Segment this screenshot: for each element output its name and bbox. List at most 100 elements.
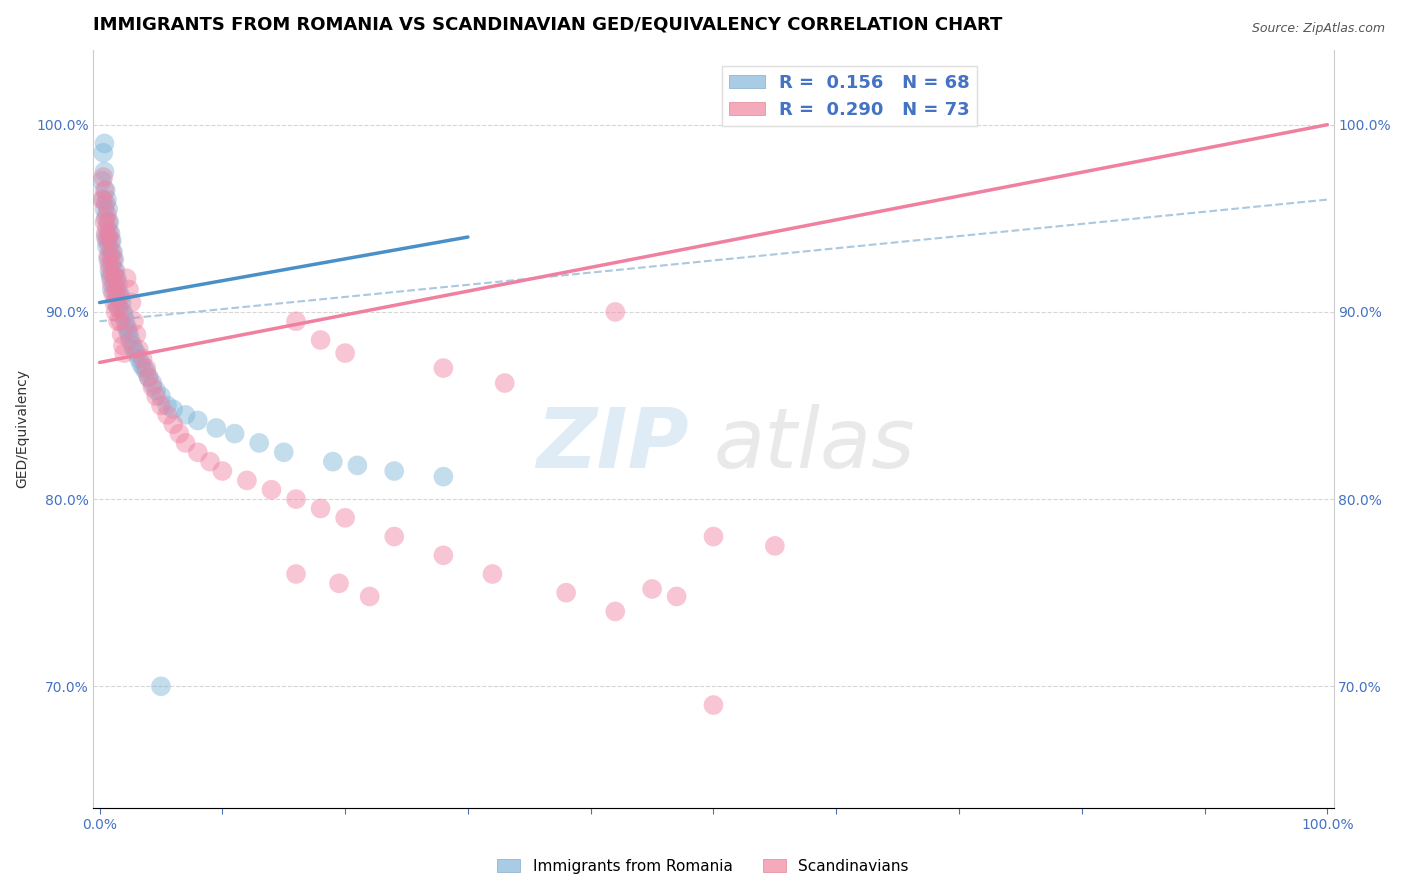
- Point: [96, 239, 118, 253]
- Point: [763, 539, 786, 553]
- Point: [149, 399, 172, 413]
- Point: [108, 286, 131, 301]
- Point: [555, 585, 578, 599]
- Point: [135, 361, 157, 376]
- Point: [125, 327, 148, 342]
- Point: [309, 501, 332, 516]
- Point: [131, 357, 153, 371]
- Point: [132, 361, 155, 376]
- Point: [359, 590, 381, 604]
- Point: [110, 290, 132, 304]
- Point: [98, 227, 121, 241]
- Point: [145, 389, 167, 403]
- Point: [494, 376, 516, 390]
- Point: [702, 530, 724, 544]
- Point: [94, 196, 117, 211]
- Point: [96, 234, 118, 248]
- Point: [309, 333, 332, 347]
- Point: [198, 455, 221, 469]
- Point: [122, 314, 145, 328]
- Point: [247, 436, 270, 450]
- Point: [131, 351, 153, 366]
- Point: [432, 361, 454, 376]
- Point: [285, 566, 308, 581]
- Point: [96, 208, 118, 222]
- Point: [432, 548, 454, 562]
- Point: [98, 239, 121, 253]
- Point: [285, 492, 308, 507]
- Point: [115, 271, 138, 285]
- Point: [101, 282, 124, 296]
- Point: [156, 408, 179, 422]
- Point: [96, 220, 118, 235]
- Point: [94, 230, 117, 244]
- Point: [101, 277, 124, 291]
- Point: [107, 314, 129, 328]
- Point: [96, 193, 118, 207]
- Point: [97, 215, 120, 229]
- Point: [93, 183, 115, 197]
- Y-axis label: GED/Equivalency: GED/Equivalency: [15, 369, 30, 489]
- Point: [125, 346, 148, 360]
- Point: [91, 193, 114, 207]
- Point: [333, 346, 356, 360]
- Point: [93, 136, 115, 151]
- Legend: Immigrants from Romania, Scandinavians: Immigrants from Romania, Scandinavians: [491, 853, 915, 880]
- Point: [187, 413, 209, 427]
- Point: [110, 314, 132, 328]
- Point: [100, 227, 122, 241]
- Point: [112, 309, 135, 323]
- Point: [120, 333, 142, 347]
- Point: [432, 469, 454, 483]
- Point: [121, 295, 143, 310]
- Point: [97, 252, 120, 267]
- Point: [104, 264, 127, 278]
- Point: [205, 421, 228, 435]
- Point: [101, 268, 124, 282]
- Point: [174, 408, 197, 422]
- Point: [211, 464, 233, 478]
- Point: [100, 249, 122, 263]
- Point: [98, 215, 121, 229]
- Point: [111, 327, 134, 342]
- Point: [162, 402, 184, 417]
- Point: [481, 566, 503, 581]
- Point: [91, 174, 114, 188]
- Point: [169, 426, 191, 441]
- Point: [107, 277, 129, 291]
- Point: [98, 264, 121, 278]
- Point: [97, 202, 120, 216]
- Point: [702, 698, 724, 712]
- Point: [605, 604, 627, 618]
- Point: [100, 271, 122, 285]
- Point: [101, 245, 124, 260]
- Point: [138, 370, 160, 384]
- Point: [641, 582, 664, 596]
- Point: [94, 227, 117, 241]
- Point: [94, 183, 117, 197]
- Point: [114, 314, 136, 328]
- Point: [115, 319, 138, 334]
- Point: [101, 258, 124, 272]
- Point: [665, 590, 688, 604]
- Point: [107, 301, 129, 315]
- Text: Source: ZipAtlas.com: Source: ZipAtlas.com: [1251, 22, 1385, 36]
- Point: [328, 576, 350, 591]
- Point: [97, 249, 120, 263]
- Point: [91, 193, 114, 207]
- Point: [93, 202, 115, 216]
- Point: [273, 445, 295, 459]
- Point: [103, 277, 125, 291]
- Point: [104, 286, 127, 301]
- Point: [322, 455, 344, 469]
- Point: [101, 286, 124, 301]
- Point: [118, 327, 141, 342]
- Point: [112, 346, 135, 360]
- Point: [97, 230, 120, 244]
- Point: [111, 338, 134, 352]
- Point: [174, 436, 197, 450]
- Text: IMMIGRANTS FROM ROMANIA VS SCANDINAVIAN GED/EQUIVALENCY CORRELATION CHART: IMMIGRANTS FROM ROMANIA VS SCANDINAVIAN …: [93, 15, 1002, 33]
- Point: [145, 384, 167, 398]
- Point: [121, 338, 143, 352]
- Point: [101, 234, 124, 248]
